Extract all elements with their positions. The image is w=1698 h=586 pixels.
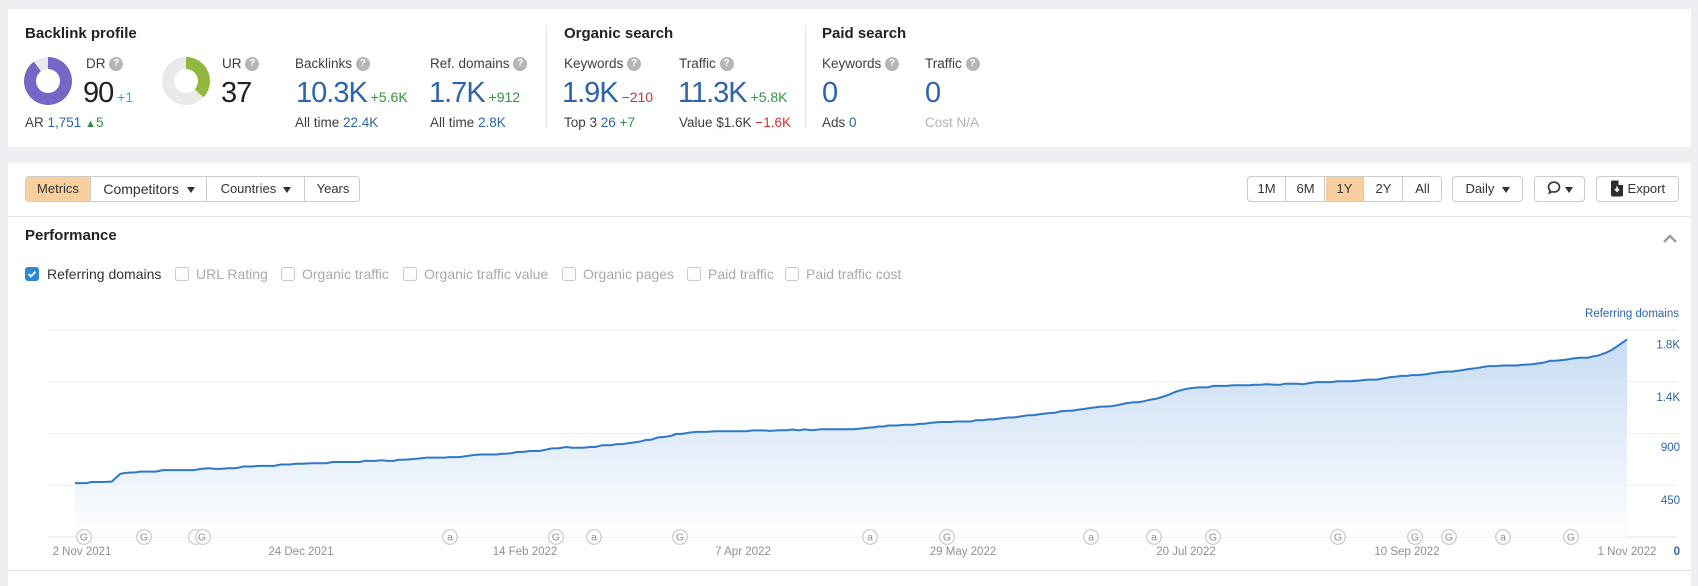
svg-text:G: G — [1567, 532, 1575, 544]
svg-text:900: 900 — [1661, 442, 1680, 454]
svg-text:29 May 2022: 29 May 2022 — [930, 546, 997, 558]
svg-text:10 Sep 2022: 10 Sep 2022 — [1374, 546, 1439, 558]
svg-text:G: G — [1334, 532, 1342, 544]
svg-text:Referring domains: Referring domains — [1585, 308, 1679, 320]
svg-text:G: G — [140, 532, 148, 544]
svg-text:2 Nov 2021: 2 Nov 2021 — [53, 546, 112, 558]
svg-text:a: a — [1500, 532, 1506, 544]
svg-text:1.4K: 1.4K — [1656, 392, 1680, 404]
svg-text:0: 0 — [1674, 546, 1680, 558]
svg-text:a: a — [1088, 532, 1094, 544]
svg-text:14 Feb 2022: 14 Feb 2022 — [493, 546, 558, 558]
svg-text:G: G — [1445, 532, 1453, 544]
svg-text:G: G — [198, 532, 206, 544]
svg-text:450: 450 — [1661, 495, 1680, 507]
svg-text:1 Nov 2022: 1 Nov 2022 — [1598, 546, 1657, 558]
svg-text:24 Dec 2021: 24 Dec 2021 — [268, 546, 333, 558]
svg-text:20 Jul 2022: 20 Jul 2022 — [1156, 546, 1215, 558]
svg-text:G: G — [552, 532, 560, 544]
svg-text:G: G — [1209, 532, 1217, 544]
svg-text:a: a — [447, 532, 453, 544]
svg-text:7 Apr 2022: 7 Apr 2022 — [715, 546, 771, 558]
svg-text:G: G — [80, 532, 88, 544]
svg-text:G: G — [1411, 532, 1419, 544]
svg-text:1.8K: 1.8K — [1656, 340, 1680, 352]
svg-text:a: a — [1151, 532, 1157, 544]
svg-text:G: G — [943, 532, 951, 544]
svg-text:a: a — [591, 532, 597, 544]
svg-text:a: a — [867, 532, 873, 544]
svg-text:G: G — [676, 532, 684, 544]
